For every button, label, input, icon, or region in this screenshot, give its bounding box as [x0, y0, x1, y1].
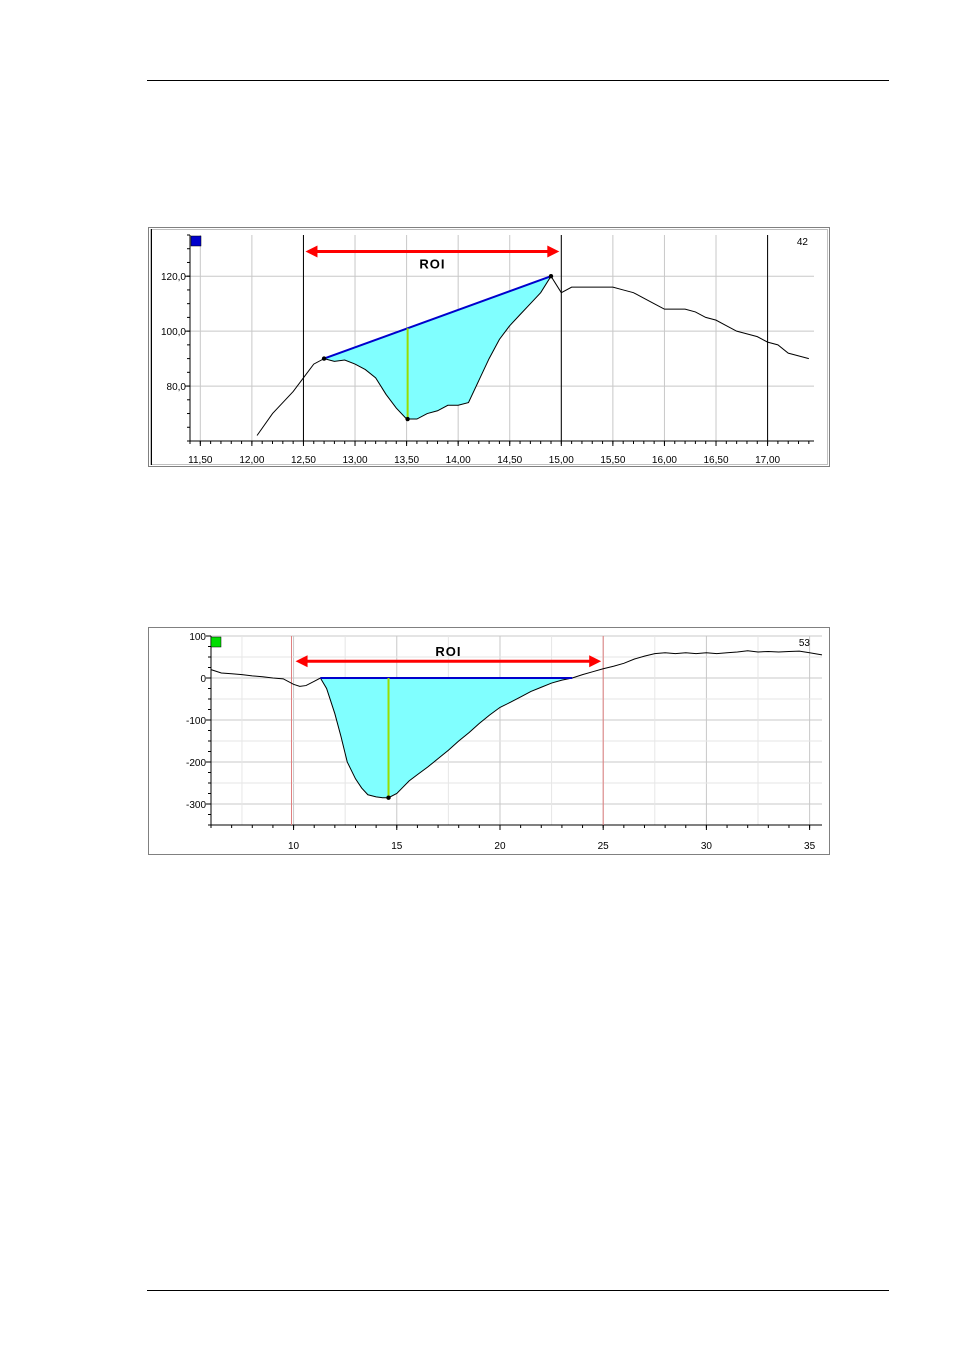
x-tick-label: 25	[598, 841, 610, 852]
x-tick-label: 20	[494, 841, 506, 852]
x-tick-label: 13,50	[394, 455, 419, 466]
roi-arrow-left-head	[305, 245, 318, 258]
x-tick-label: 15	[391, 841, 403, 852]
trace-color-marker	[210, 636, 222, 648]
x-tick-label: 17,00	[755, 455, 780, 466]
header-rule	[147, 80, 889, 81]
roi-filled-area	[320, 678, 573, 798]
series-line	[210, 650, 823, 799]
roi-label: ROI	[435, 644, 461, 659]
roi-baseline	[323, 275, 552, 360]
x-tick-label: 15,50	[600, 455, 625, 466]
chart-inner-frame	[150, 229, 828, 465]
trace-color-marker	[190, 235, 202, 247]
x-tick-label: 16,00	[652, 455, 677, 466]
x-tick-label: 10	[288, 841, 300, 852]
roi-arrow-left-head	[295, 655, 308, 668]
x-tick-label: 14,00	[446, 455, 471, 466]
x-tick-label: 12,00	[239, 455, 264, 466]
y-tick-label: 80,0	[167, 382, 187, 393]
y-tick-label: 0	[200, 674, 206, 685]
min-point	[405, 416, 410, 422]
roi-arrow-right-head	[589, 655, 602, 668]
roi-filled-area	[324, 276, 551, 420]
chart-roi-1-svg: 11,50 12,00 12,50 13,00 13,50 14,00 14,50 15,00…	[148, 227, 830, 467]
y-tick-label: 120,0	[161, 272, 186, 283]
y-tick-label: -200	[186, 758, 206, 769]
baseline-start-point	[321, 356, 327, 361]
x-tick-label: 16,50	[704, 455, 729, 466]
roi-arrow-right-head	[547, 245, 560, 258]
y-tick-label: 100	[189, 632, 206, 643]
x-tick-label: 30	[701, 841, 713, 852]
y-tick-label: 100,0	[161, 327, 186, 338]
x-tick-label: 13,00	[343, 455, 368, 466]
series-line	[256, 275, 809, 436]
roi-label: ROI	[419, 256, 445, 271]
chart-roi-1: 11,50 12,00 12,50 13,00 13,50 14,00 14,50 15,00…	[148, 227, 830, 467]
trace-number: 42	[797, 237, 809, 248]
min-point	[386, 795, 391, 800]
plot-area	[190, 235, 814, 441]
x-tick-label: 35	[804, 841, 816, 852]
y-tick-label: -300	[186, 800, 206, 811]
x-tick-label: 15,00	[549, 455, 574, 466]
baseline-end-point	[548, 274, 554, 279]
plot-area	[211, 636, 822, 825]
y-tick-label: -100	[186, 716, 206, 727]
x-tick-label: 12,50	[291, 455, 316, 466]
chart-roi-2-svg: 10 15 20 25 30 35 100 0 -100 -200 -300 ROI 53	[148, 627, 830, 855]
chart-roi-2: 10 15 20 25 30 35 100 0 -100 -200 -300 ROI 53	[148, 627, 830, 855]
footer-rule	[147, 1290, 889, 1291]
x-tick-label: 11,50	[188, 455, 213, 466]
x-tick-label: 14,50	[497, 455, 522, 466]
trace-number: 53	[799, 638, 811, 649]
